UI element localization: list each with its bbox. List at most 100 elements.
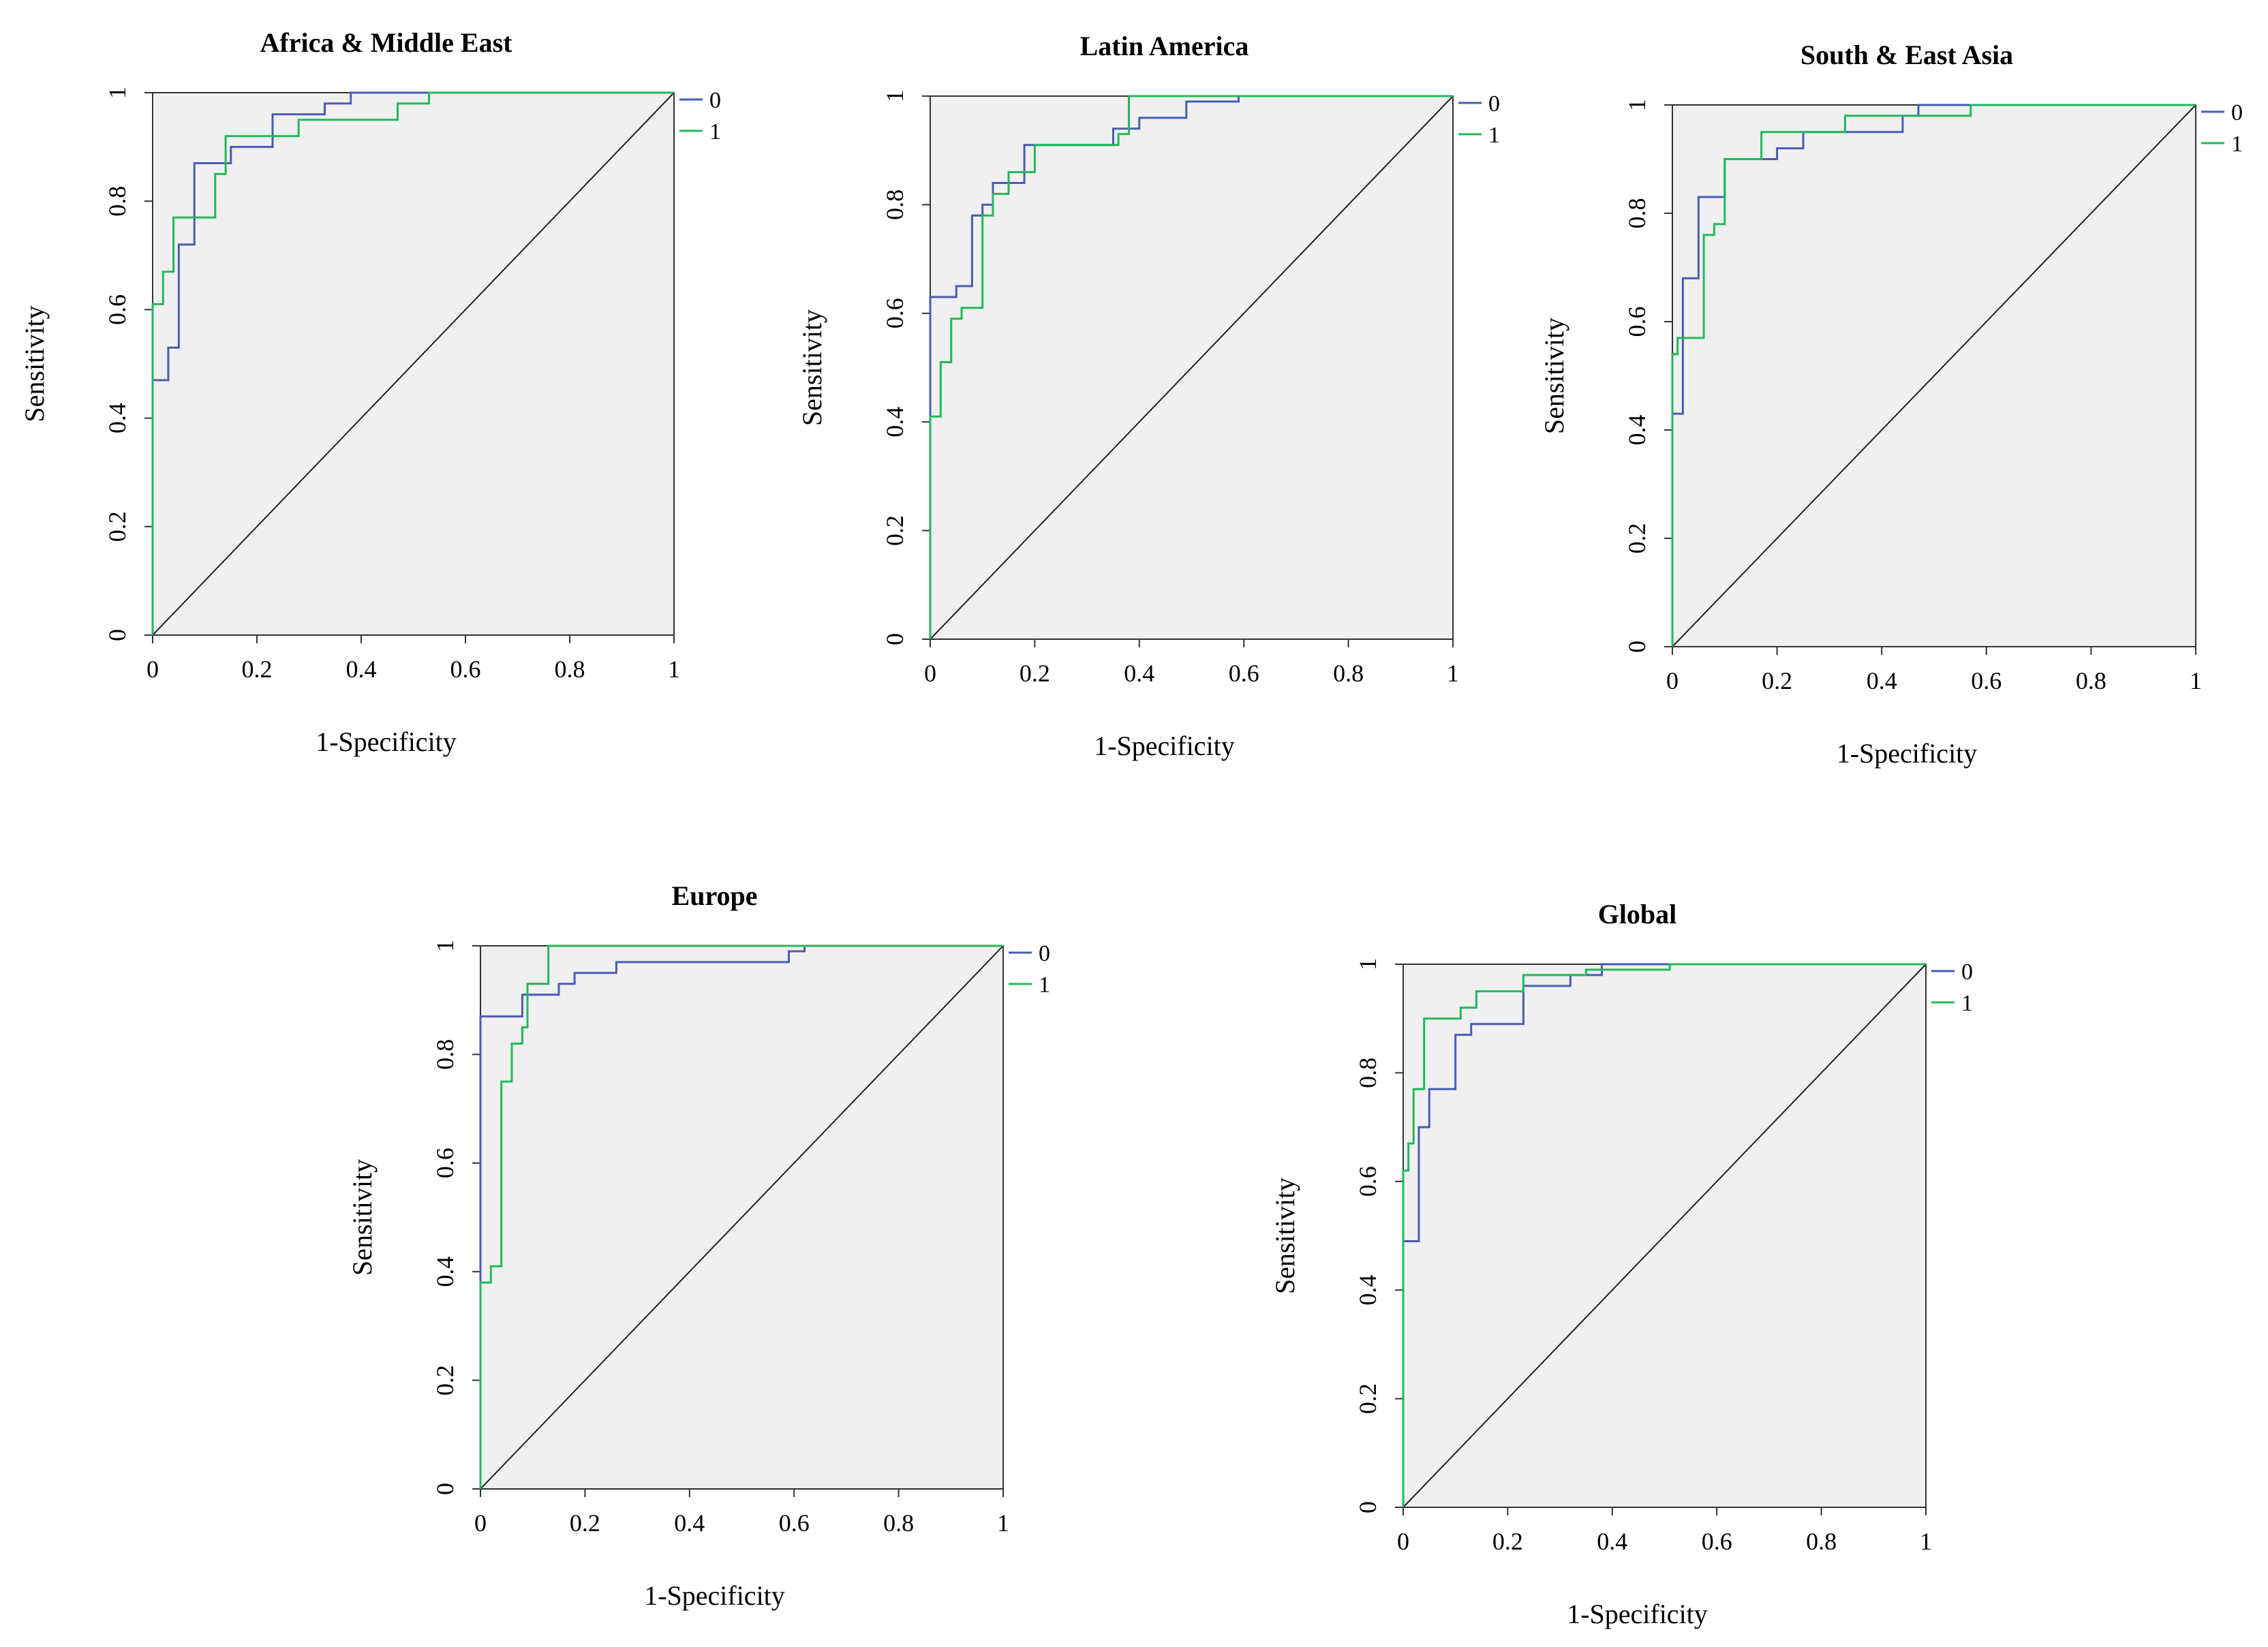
x-tick-label: 0.2: [1020, 660, 1050, 687]
chart-panel-europe: Europe 0 0.2 0.4 0.6 0.8 1 0 0.2 0.4 0.6 0.8 1 1-Spec…: [347, 880, 1050, 1611]
x-tick-label: 0: [924, 660, 936, 687]
x-tick-label: 0.2: [570, 1509, 600, 1537]
x-tick-label: 0.8: [1806, 1528, 1837, 1555]
y-axis-label: Sensitivity: [347, 1159, 378, 1276]
y-tick-label: 0.6: [881, 298, 908, 328]
x-tick-label: 0.2: [1762, 667, 1792, 694]
x-tick-label: 0.4: [346, 656, 377, 683]
legend-label: 1: [1039, 972, 1050, 998]
y-tick-label: 0: [1354, 1501, 1381, 1513]
x-tick-label: 0.6: [1229, 660, 1259, 687]
x-axis-label: 1-Specificity: [316, 726, 457, 757]
legend-label: 0: [1039, 941, 1050, 966]
chart-panel-global: Global 0 0.2 0.4 0.6 0.8 1 0 0.2 0.4 0.6 0.8 1 1-Spec…: [1270, 899, 1973, 1629]
chart-panel-south-east-asia: South & East Asia 0 0.2 0.4 0.6 0.8 1 0 0.2 0.4 0.…: [1539, 40, 2243, 769]
y-tick-label: 0.4: [1623, 415, 1651, 446]
x-tick-label: 1: [1920, 1528, 1932, 1555]
chart-title: Global: [1598, 899, 1677, 929]
roc-curve-series-1: [929, 95, 1453, 639]
y-tick-label: 0.6: [1623, 307, 1651, 337]
x-tick-label: 0: [474, 1509, 487, 1537]
y-tick-label: 0.2: [1354, 1383, 1381, 1414]
y-tick-label: 0.8: [1354, 1058, 1381, 1088]
x-tick-label: 0: [147, 656, 159, 683]
x-tick-label: 0.8: [555, 656, 585, 683]
legend-label: 1: [2231, 132, 2243, 157]
y-tick-label: 0.8: [104, 186, 131, 217]
diagonal-reference-line: [1403, 964, 1927, 1508]
y-tick-label: 0.6: [104, 294, 131, 325]
x-tick-label: 0.4: [1597, 1528, 1627, 1555]
x-axis-label: 1-Specificity: [1837, 738, 1978, 769]
y-tick-label: 0.8: [1623, 198, 1651, 229]
legend-label: 1: [1488, 123, 1500, 148]
x-axis-label: 1-Specificity: [644, 1580, 785, 1611]
roc-curve-series-0: [479, 944, 1003, 1489]
x-tick-label: 0.8: [2076, 667, 2106, 694]
chart-panel-africa-middle-east: Africa & Middle East 0 0.2 0.4 0.6 0.8 1 0 0.2 0.…: [19, 27, 721, 757]
y-tick-label: 1: [881, 90, 908, 102]
chart-title: Europe: [672, 880, 758, 911]
diagonal-reference-line: [152, 92, 675, 636]
chart-title: Latin America: [1080, 31, 1249, 61]
x-axis-label: 1-Specificity: [1567, 1599, 1708, 1629]
y-tick-label: 0.2: [104, 511, 131, 542]
y-axis-label: Sensitivity: [1539, 318, 1569, 434]
chart-title: South & East Asia: [1800, 40, 2013, 70]
x-tick-label: 0.6: [450, 656, 481, 683]
x-tick-label: 0.6: [1971, 667, 2002, 694]
x-tick-label: 0.4: [1867, 667, 1897, 694]
legend-label: 0: [2231, 100, 2243, 125]
x-tick-label: 1: [1447, 660, 1459, 687]
y-tick-label: 0.6: [431, 1148, 459, 1178]
x-tick-label: 0: [1666, 667, 1679, 694]
y-tick-label: 1: [1623, 99, 1651, 111]
y-axis-label: Sensitivity: [1270, 1177, 1300, 1294]
roc-curve-series-1: [1671, 104, 2196, 647]
y-tick-label: 0.4: [104, 403, 131, 433]
x-tick-label: 0.8: [1333, 660, 1364, 687]
x-tick-label: 0.2: [1492, 1528, 1523, 1555]
y-axis-label: Sensitivity: [797, 309, 827, 426]
diagonal-reference-line: [1672, 104, 2196, 647]
x-tick-label: 1: [997, 1509, 1009, 1537]
x-tick-label: 0.4: [674, 1509, 705, 1537]
y-tick-label: 0: [881, 633, 908, 645]
y-tick-label: 0: [1623, 641, 1651, 653]
x-tick-label: 0.4: [1124, 660, 1154, 687]
chart-title: Africa & Middle East: [260, 27, 513, 58]
diagonal-reference-line: [930, 95, 1454, 640]
roc-curve-series-0: [929, 95, 1453, 639]
y-tick-label: 0: [431, 1483, 459, 1495]
roc-curve-series-0: [151, 91, 674, 635]
legend-label: 0: [1961, 959, 1973, 985]
x-tick-label: 1: [668, 656, 680, 683]
y-tick-label: 1: [104, 87, 131, 99]
x-tick-label: 0.6: [779, 1509, 810, 1537]
y-tick-label: 0.6: [1354, 1166, 1381, 1197]
y-tick-label: 0.4: [431, 1257, 459, 1287]
legend-label: 0: [1488, 91, 1500, 117]
legend-label: 1: [709, 119, 721, 144]
roc-curve-series-1: [1402, 963, 1926, 1507]
roc-curve-series-1: [479, 944, 1003, 1489]
y-tick-label: 0.4: [1354, 1275, 1381, 1306]
y-axis-label: Sensitivity: [19, 305, 50, 422]
y-tick-label: 0.2: [431, 1365, 459, 1396]
y-tick-label: 0.4: [881, 407, 908, 437]
legend-label: 1: [1961, 991, 1973, 1016]
y-tick-label: 1: [1354, 958, 1381, 970]
y-tick-label: 1: [431, 940, 459, 952]
x-tick-label: 0: [1397, 1528, 1409, 1555]
roc-curve-series-1: [151, 91, 674, 635]
x-tick-label: 0.8: [883, 1509, 914, 1537]
x-axis-label: 1-Specificity: [1094, 730, 1235, 761]
legend-label: 0: [709, 88, 721, 113]
chart-panel-latin-america: Latin America 0 0.2 0.4 0.6 0.8 1 0 0.2 0.4 0.6 0.8…: [797, 31, 1500, 761]
x-tick-label: 1: [2190, 667, 2202, 694]
y-tick-label: 0: [104, 629, 131, 641]
y-tick-label: 0.2: [1623, 523, 1651, 554]
x-tick-label: 0.2: [242, 656, 273, 683]
x-tick-label: 0.6: [1702, 1528, 1732, 1555]
